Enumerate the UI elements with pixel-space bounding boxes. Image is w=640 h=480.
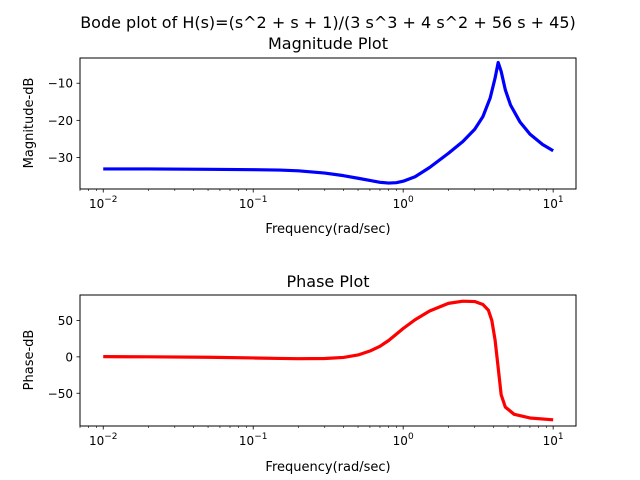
magnitude-ylabel: Magnitude-dB bbox=[22, 78, 37, 169]
phase-series-group bbox=[103, 299, 554, 422]
phase-plot-frame bbox=[79, 294, 577, 427]
phase-xtick-label: 10−2 bbox=[89, 432, 118, 448]
magnitude-series-line bbox=[103, 60, 554, 185]
phase-ytick-label: 0 bbox=[65, 350, 73, 364]
magnitude-xtick-label: 10−1 bbox=[239, 195, 268, 211]
phase-axis-ticks: 10−2 10−1 100 101 −50 0 50 bbox=[48, 314, 564, 448]
figure-title: Bode plot of H(s)=(s^2 + s + 1)/(3 s^3 +… bbox=[80, 13, 576, 32]
magnitude-xtick-label: 100 bbox=[393, 195, 414, 211]
phase-xtick-label: 10−1 bbox=[239, 432, 268, 448]
magnitude-xtick-label: 10−2 bbox=[89, 195, 118, 211]
phase-xtick-label: 101 bbox=[543, 432, 564, 448]
magnitude-xlabel: Frequency(rad/sec) bbox=[265, 222, 390, 237]
magnitude-axis-ticks: 10−2 10−1 100 101 −30 −20 −10 bbox=[48, 77, 564, 211]
magnitude-subplot: Magnitude Plot 10−2 10−1 100 101 −30 −20 −10 F… bbox=[22, 34, 577, 237]
phase-plot-title: Phase Plot bbox=[286, 272, 369, 291]
phase-series-line bbox=[103, 299, 554, 422]
magnitude-ytick-label: −30 bbox=[48, 151, 73, 165]
magnitude-xtick-label: 101 bbox=[543, 195, 564, 211]
phase-subplot: Phase Plot 10−2 10−1 100 101 −50 0 50 Frequenc… bbox=[22, 272, 577, 475]
magnitude-series-group bbox=[103, 60, 554, 185]
phase-ytick-label: 50 bbox=[58, 314, 73, 328]
phase-xlabel: Frequency(rad/sec) bbox=[265, 460, 390, 475]
magnitude-plot-frame bbox=[79, 57, 577, 190]
magnitude-plot-title: Magnitude Plot bbox=[268, 34, 388, 53]
magnitude-ytick-label: −10 bbox=[48, 77, 73, 91]
phase-xtick-label: 100 bbox=[393, 432, 414, 448]
phase-ylabel: Phase-dB bbox=[22, 330, 37, 391]
magnitude-ytick-label: −20 bbox=[48, 114, 73, 128]
phase-ytick-label: −50 bbox=[48, 387, 73, 401]
